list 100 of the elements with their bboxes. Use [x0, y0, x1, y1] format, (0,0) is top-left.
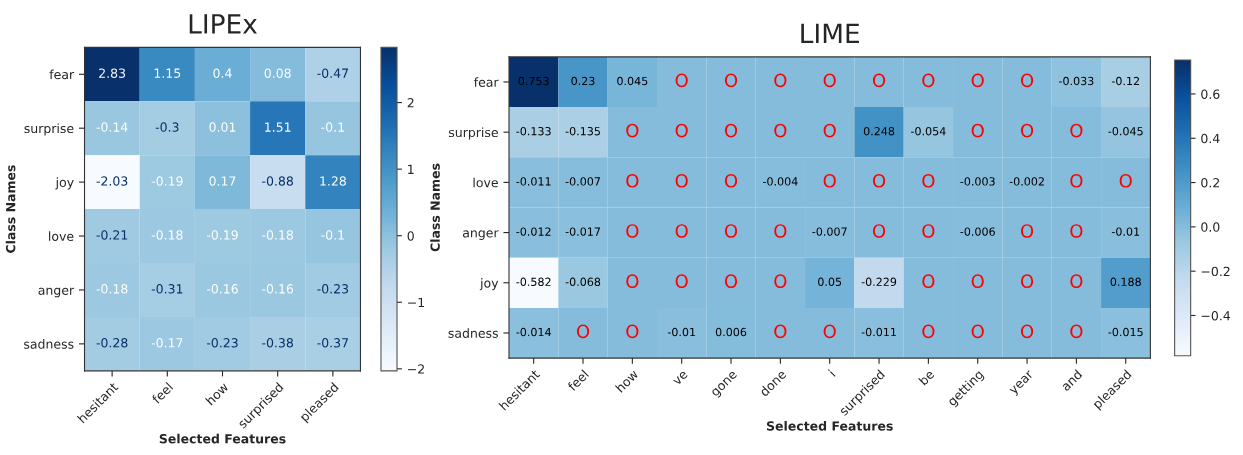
y-tick-label: joy	[479, 278, 499, 291]
data-label: O	[724, 173, 738, 188]
data-label: -0.1	[321, 122, 344, 132]
data-label: -0.01	[1111, 227, 1140, 236]
data-label: -0.14	[96, 122, 128, 132]
data-label: O	[971, 324, 984, 339]
y-tick-label: love	[49, 231, 74, 241]
data-label: O	[774, 224, 787, 238]
data-label: O	[626, 123, 639, 138]
data-label: -0.3	[155, 122, 179, 132]
data-label: -0.068	[565, 277, 601, 287]
data-label: -0.19	[206, 230, 238, 240]
y-tick-label: sadness	[448, 328, 498, 338]
data-label: -0.16	[262, 284, 294, 294]
data-label: O	[626, 224, 639, 238]
data-label: 0.23	[571, 76, 595, 86]
color-bar-label: 0	[407, 231, 414, 241]
color-bar-label: 0.2	[1201, 178, 1220, 188]
data-label: O	[1020, 274, 1034, 289]
data-label: O	[626, 274, 639, 289]
data-label: 0.188	[1110, 277, 1141, 287]
data-label: O	[823, 324, 836, 339]
x-tick-label: be	[918, 368, 935, 386]
data-label: -0.133	[516, 127, 551, 136]
data-label: O	[774, 324, 787, 339]
data-label: -0.006	[960, 227, 995, 236]
data-label: 1.51	[265, 122, 291, 132]
data-label: -0.19	[151, 176, 183, 186]
data-label: O	[1020, 224, 1034, 238]
data-label: O	[823, 123, 836, 138]
data-label: O	[774, 274, 787, 289]
color-bar-label: −1	[408, 297, 425, 308]
data-label: -0.38	[262, 338, 293, 348]
color-bar-label: −2	[408, 364, 424, 374]
color-bar-label: −0.2	[1201, 266, 1230, 277]
data-label: O	[774, 73, 787, 88]
data-label: O	[1070, 123, 1083, 138]
data-label: O	[971, 274, 984, 289]
data-label: -0.229	[861, 277, 897, 287]
data-label: -0.002	[1009, 177, 1044, 186]
data-label: -0.23	[206, 338, 238, 348]
y-axis-title: Class Names	[430, 163, 440, 252]
y-tick-label: love	[473, 177, 498, 188]
data-label: -0.28	[96, 338, 128, 348]
data-label: 0.045	[617, 76, 648, 86]
data-label: 0.17	[209, 176, 236, 186]
x-axis-title: Selected Features	[159, 433, 286, 444]
data-label: -0.18	[262, 230, 293, 240]
data-label: -0.014	[516, 327, 551, 337]
data-label: -0.007	[565, 177, 600, 186]
data-label: O	[576, 324, 590, 339]
x-axis-title: Selected Features	[766, 421, 893, 431]
data-label: O	[675, 173, 688, 188]
data-label: -0.007	[812, 227, 847, 236]
data-label: -0.054	[911, 127, 946, 136]
chart-title: LIPEx	[189, 14, 257, 34]
data-label: O	[971, 73, 984, 88]
color-bar-label: −0.4	[1201, 310, 1231, 321]
data-label: O	[675, 274, 688, 289]
data-label: O	[675, 224, 688, 238]
data-label: O	[971, 123, 984, 138]
data-label: -0.23	[317, 284, 349, 294]
data-label: -0.12	[1111, 76, 1139, 86]
data-label: O	[922, 173, 935, 188]
y-tick-label: anger	[38, 287, 75, 298]
data-label: -0.16	[206, 284, 238, 294]
data-label: -0.135	[565, 127, 600, 136]
data-label: O	[626, 173, 639, 188]
data-label: O	[724, 274, 738, 289]
color-bar-label: 0.6	[1201, 89, 1220, 99]
data-label: O	[823, 173, 836, 188]
color-bar-label: 0.0	[1201, 222, 1220, 232]
data-label: -0.37	[317, 338, 348, 348]
chart-title: LIME	[801, 23, 859, 43]
data-label: -0.017	[565, 227, 600, 236]
data-label: O	[1070, 173, 1083, 188]
data-label: -0.004	[763, 177, 798, 186]
data-label: -0.18	[96, 284, 128, 294]
data-label: O	[922, 73, 935, 88]
data-label: O	[922, 274, 935, 289]
data-label: O	[1020, 324, 1034, 339]
data-label: O	[724, 73, 738, 88]
data-label: O	[1070, 274, 1083, 289]
color-bar-label: 0.4	[1201, 133, 1220, 144]
data-label: 1.28	[320, 176, 346, 186]
data-label: -0.17	[151, 338, 183, 348]
data-label: O	[1020, 73, 1034, 88]
y-tick-label: surprise	[24, 123, 74, 136]
data-label: O	[724, 224, 738, 238]
data-label: 0.248	[863, 127, 895, 136]
y-tick-label: fear	[49, 69, 75, 80]
data-label: -0.47	[317, 68, 348, 78]
data-label: 0.753	[518, 76, 549, 86]
data-label: O	[922, 224, 935, 238]
y-tick-label: sadness	[24, 339, 74, 349]
y-tick-label: fear	[473, 77, 499, 87]
data-label: O	[1119, 173, 1132, 188]
data-label: O	[724, 123, 738, 138]
data-label: 0.08	[264, 68, 291, 78]
data-label: -0.31	[151, 284, 183, 294]
